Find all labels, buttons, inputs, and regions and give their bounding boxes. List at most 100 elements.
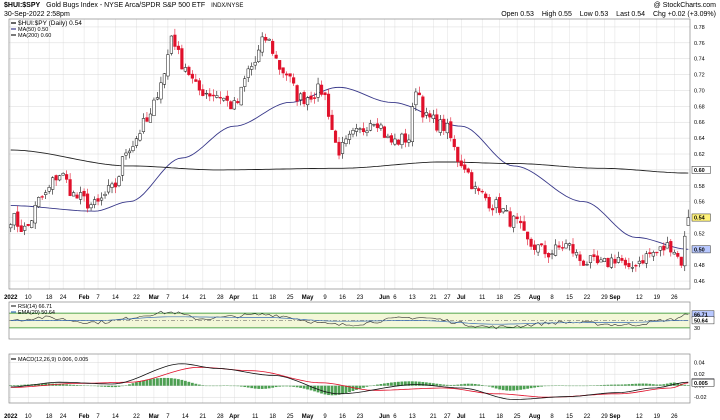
candle-up — [37, 197, 41, 207]
macd-histogram-bar — [344, 385, 348, 394]
macd-histogram-bar — [58, 383, 62, 386]
lower-x-tick-label: 28 — [217, 414, 224, 420]
candle-down — [75, 194, 79, 199]
lower-x-tick-label: 18 — [496, 414, 503, 420]
macd-histogram-bar — [390, 382, 393, 386]
macd-histogram-bar — [529, 385, 533, 389]
price-x-tick-label: 21 — [430, 295, 437, 301]
macd-histogram-bar — [75, 385, 79, 386]
macd-histogram-layer — [9, 377, 690, 396]
candle-down — [274, 54, 278, 59]
macd-histogram-bar — [428, 382, 432, 386]
price-value-label: 0.50 — [694, 247, 705, 253]
macd-histogram-bar — [173, 378, 177, 386]
macd-histogram-bar — [630, 383, 634, 386]
price-x-tick-label: 8 — [550, 295, 554, 301]
candle-up — [103, 193, 107, 196]
candle-up — [148, 113, 153, 123]
candle-down — [176, 45, 180, 50]
candle-down — [679, 256, 683, 266]
legend-ema: EMA(20) 50.64 — [18, 310, 55, 316]
date-text: 30-Sep-2022 2:58pm — [4, 11, 70, 18]
rsi-tick-label: 30 — [694, 326, 700, 332]
candle-down — [278, 60, 282, 70]
price-x-tick-label: Jun — [379, 295, 390, 301]
macd-histogram-bar — [44, 383, 48, 386]
lower-x-tick-label: Sep — [609, 414, 620, 420]
candle-down — [323, 92, 327, 96]
macd-histogram-bar — [152, 378, 156, 386]
candle-down — [16, 211, 20, 227]
candle-down — [236, 101, 240, 104]
macd-histogram-bar — [627, 384, 631, 386]
macd-histogram-bar — [9, 385, 13, 386]
candle-down — [302, 92, 306, 105]
candle-up — [386, 135, 390, 138]
lower-x-tick-label: 27 — [444, 414, 451, 420]
lower-x-tick-label: 11 — [479, 414, 486, 420]
candle-down — [337, 141, 341, 156]
macd-histogram-bar — [473, 383, 477, 386]
candle-up — [110, 183, 114, 188]
candle-up — [651, 252, 655, 257]
candle-down — [264, 36, 268, 41]
macd-histogram-bar — [169, 378, 173, 386]
candle-down — [19, 225, 23, 232]
macd-histogram-bar — [669, 382, 673, 386]
lower-x-tick-label: 18 — [46, 414, 53, 420]
candle-down — [187, 66, 191, 75]
candle-up — [267, 38, 271, 41]
macd-histogram-bar — [107, 385, 110, 388]
lower-x-tick-label: Jun — [379, 414, 390, 420]
macd-histogram-bar — [421, 381, 425, 386]
price-x-tick-label: Apr — [229, 295, 240, 301]
candle-up — [344, 138, 348, 144]
price-tick-label: 0.72 — [694, 73, 705, 79]
macd-histogram-bar — [323, 385, 327, 395]
candle-down — [312, 97, 317, 99]
candle-down — [68, 179, 72, 196]
candle-up — [347, 133, 352, 140]
macd-histogram-bar — [648, 383, 652, 386]
candle-down — [456, 146, 460, 162]
price-x-tick-label: 23 — [357, 295, 364, 301]
candle-down — [26, 224, 30, 226]
macd-histogram-bar — [431, 383, 435, 386]
price-x-tick-label: Feb — [79, 295, 90, 301]
lower-x-tick-label: 9 — [323, 414, 327, 420]
candle-down — [180, 48, 184, 70]
candle-up — [162, 73, 166, 85]
macd-histogram-bar — [61, 384, 65, 386]
candle-down — [113, 182, 118, 188]
price-x-tick-label: 25 — [287, 295, 294, 301]
candle-up — [445, 122, 449, 134]
price-x-tick-label: 7 — [96, 295, 100, 301]
candle-down — [82, 190, 86, 197]
price-x-tick-label: 26 — [671, 295, 678, 301]
lower-x-tick-label: 7 — [96, 414, 100, 420]
candle-down — [498, 197, 502, 213]
candle-down — [463, 164, 467, 170]
candle-down — [361, 128, 366, 133]
macd-histogram-bar — [327, 385, 330, 396]
candle-up — [424, 112, 428, 116]
candle-down — [65, 174, 69, 180]
lower-x-tick-label: 22 — [584, 414, 591, 420]
candle-down — [396, 139, 400, 145]
candle-down — [662, 245, 666, 251]
candle-up — [47, 187, 51, 192]
price-tick-label: 0.74 — [694, 57, 705, 63]
candle-down — [578, 254, 582, 261]
macd-tick-label: -0.02 — [694, 395, 707, 401]
candle-up — [393, 138, 397, 145]
price-x-tick-label: 22 — [133, 295, 140, 301]
candle-down — [375, 123, 380, 129]
macd-histogram-bar — [355, 385, 358, 390]
candle-up — [159, 82, 163, 100]
price-x-tick-label: 9 — [323, 295, 327, 301]
candle-down — [508, 211, 512, 227]
lower-x-tick-label: 21 — [199, 414, 206, 420]
macd-histogram-bar — [253, 385, 257, 389]
lower-x-tick-label: 21 — [430, 414, 437, 420]
candle-up — [183, 67, 187, 72]
